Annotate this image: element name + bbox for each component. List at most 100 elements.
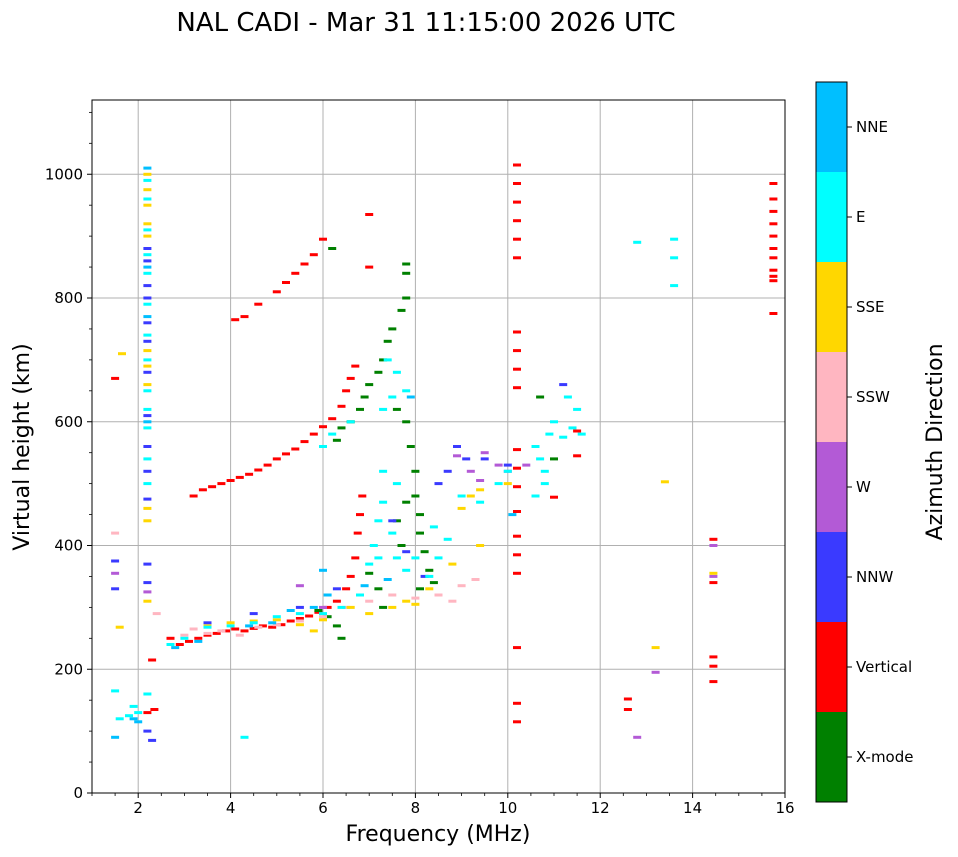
data-point (143, 407, 152, 411)
data-point (573, 454, 582, 458)
data-point (319, 612, 327, 616)
data-point (222, 629, 230, 633)
data-point (388, 605, 397, 609)
data-point (769, 182, 778, 185)
data-point (226, 479, 235, 482)
data-point (769, 256, 778, 260)
data-point (513, 237, 521, 241)
data-point (282, 281, 290, 284)
data-point (309, 629, 318, 633)
data-point (379, 358, 388, 362)
series-e (111, 178, 679, 739)
data-point (272, 618, 281, 622)
data-point (513, 553, 521, 557)
data-point (152, 612, 161, 616)
data-point (769, 222, 778, 226)
data-point (559, 383, 568, 387)
data-point (245, 472, 254, 476)
colorbar-segment (816, 82, 847, 172)
data-point (323, 605, 332, 609)
data-point (425, 574, 434, 578)
data-point (245, 624, 254, 628)
data-point (319, 425, 327, 429)
data-point (346, 376, 355, 380)
data-point (392, 407, 401, 411)
data-point (494, 463, 503, 467)
data-point (540, 482, 549, 486)
data-point (143, 599, 152, 603)
x-tick-label: 6 (318, 799, 328, 817)
data-point (272, 457, 281, 461)
data-point (379, 469, 388, 473)
colorbar-label-item: E (856, 208, 865, 226)
y-tick-label: 400 (54, 537, 83, 555)
data-point (240, 735, 249, 739)
data-point (513, 720, 521, 724)
data-point (263, 463, 272, 467)
x-tick-label: 14 (683, 799, 702, 817)
data-point (651, 646, 660, 650)
data-point (143, 420, 152, 424)
data-point (134, 720, 143, 724)
data-point (513, 163, 521, 167)
data-point (208, 485, 217, 489)
data-point (249, 626, 258, 630)
data-point (143, 166, 152, 170)
data-point (769, 209, 778, 213)
data-point (709, 571, 718, 575)
data-point (383, 339, 392, 343)
y-tick-label: 0 (73, 784, 83, 802)
data-point (319, 615, 327, 619)
data-point (148, 738, 157, 742)
data-point (503, 482, 512, 486)
data-point (143, 711, 152, 715)
data-point (513, 701, 521, 705)
data-point (365, 612, 374, 616)
data-point (709, 537, 718, 541)
colorbar-segment (816, 352, 847, 442)
data-point (471, 578, 480, 581)
data-point (365, 562, 374, 566)
data-point (194, 639, 203, 643)
data-point (513, 466, 521, 470)
data-point (416, 513, 424, 517)
data-point (453, 454, 461, 458)
x-tick-label: 12 (591, 799, 610, 817)
data-point (453, 445, 461, 448)
data-point (143, 284, 152, 288)
colorbar-segment (816, 262, 847, 352)
data-point (235, 633, 244, 637)
data-point (513, 485, 521, 489)
data-point (513, 448, 521, 452)
data-point (769, 197, 778, 201)
data-point (411, 469, 420, 473)
data-point (392, 482, 401, 486)
data-point (358, 494, 367, 498)
y-axis: 0 200 400 600 800 1000 (45, 111, 92, 802)
data-point (180, 636, 189, 640)
data-point (402, 568, 411, 572)
data-point (402, 500, 411, 504)
x-axis: 2 4 6 8 10 12 14 16 (91, 793, 795, 817)
data-point (397, 544, 406, 547)
data-point (295, 623, 304, 627)
colorbar-segment (816, 172, 847, 262)
data-point (563, 395, 572, 399)
data-point (319, 618, 327, 622)
data-point (709, 680, 718, 684)
chart-title: NAL CADI - Mar 31 11:15:00 2026 UTC (176, 8, 675, 38)
data-point (118, 352, 126, 356)
data-point (457, 506, 466, 510)
data-point (319, 237, 327, 241)
data-point (332, 587, 341, 591)
data-point (573, 407, 582, 411)
data-point (402, 420, 411, 424)
data-point (374, 556, 383, 560)
data-point (379, 605, 388, 609)
data-point (125, 714, 133, 718)
data-point (203, 631, 212, 635)
data-point (295, 619, 304, 623)
data-point (332, 438, 341, 442)
data-point (115, 717, 124, 721)
data-point (272, 615, 281, 619)
